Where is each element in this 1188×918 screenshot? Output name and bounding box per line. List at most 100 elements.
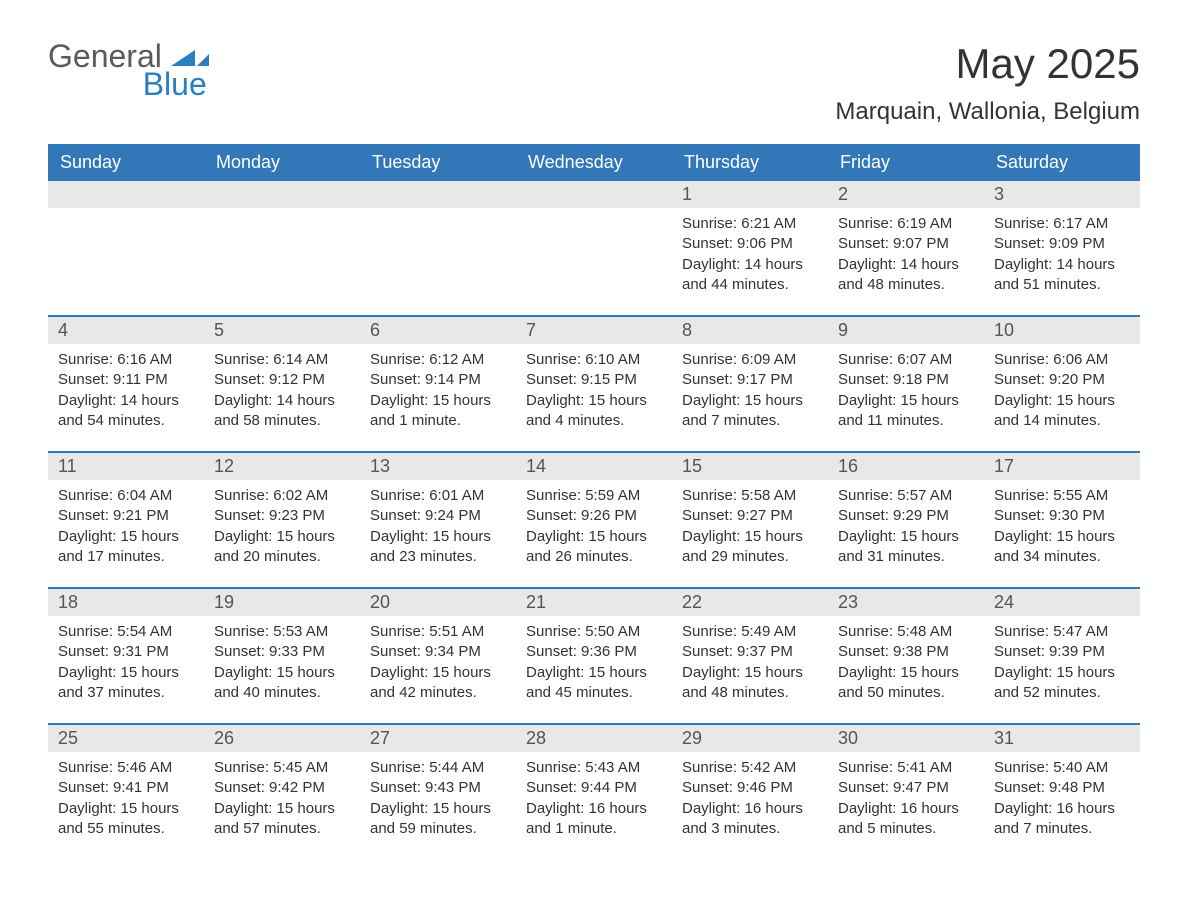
sunset-text: Sunset: 9:15 PM (526, 370, 662, 390)
daylight-text: Daylight: 15 hours and 4 minutes. (526, 391, 662, 432)
day-body: Sunrise: 5:59 AMSunset: 9:26 PMDaylight:… (516, 480, 672, 571)
header: General Blue May 2025 Marquain, Wallonia… (48, 40, 1140, 126)
daylight-text: Daylight: 15 hours and 23 minutes. (370, 527, 506, 568)
sunrise-text: Sunrise: 6:19 AM (838, 214, 974, 234)
sunset-text: Sunset: 9:46 PM (682, 778, 818, 798)
day-number: 21 (516, 589, 672, 616)
page-title: May 2025 (835, 40, 1140, 88)
sunset-text: Sunset: 9:27 PM (682, 506, 818, 526)
sunrise-text: Sunrise: 6:07 AM (838, 350, 974, 370)
day-number: 12 (204, 453, 360, 480)
day-number: 31 (984, 725, 1140, 752)
week-row: 1Sunrise: 6:21 AMSunset: 9:06 PMDaylight… (48, 181, 1140, 301)
day-cell: 11Sunrise: 6:04 AMSunset: 9:21 PMDayligh… (48, 453, 204, 573)
sunrise-text: Sunrise: 5:48 AM (838, 622, 974, 642)
sunset-text: Sunset: 9:34 PM (370, 642, 506, 662)
day-body: Sunrise: 6:14 AMSunset: 9:12 PMDaylight:… (204, 344, 360, 435)
daylight-text: Daylight: 15 hours and 55 minutes. (58, 799, 194, 840)
day-body: Sunrise: 5:46 AMSunset: 9:41 PMDaylight:… (48, 752, 204, 843)
day-cell: 30Sunrise: 5:41 AMSunset: 9:47 PMDayligh… (828, 725, 984, 845)
day-body: Sunrise: 6:09 AMSunset: 9:17 PMDaylight:… (672, 344, 828, 435)
day-number: 26 (204, 725, 360, 752)
day-number: 18 (48, 589, 204, 616)
sunset-text: Sunset: 9:09 PM (994, 234, 1130, 254)
sunset-text: Sunset: 9:18 PM (838, 370, 974, 390)
day-header-thursday: Thursday (672, 144, 828, 181)
day-header-tuesday: Tuesday (360, 144, 516, 181)
day-number: 10 (984, 317, 1140, 344)
daylight-text: Daylight: 15 hours and 20 minutes. (214, 527, 350, 568)
day-body: Sunrise: 5:42 AMSunset: 9:46 PMDaylight:… (672, 752, 828, 843)
sunset-text: Sunset: 9:38 PM (838, 642, 974, 662)
day-header-monday: Monday (204, 144, 360, 181)
day-number (516, 181, 672, 208)
day-cell: 6Sunrise: 6:12 AMSunset: 9:14 PMDaylight… (360, 317, 516, 437)
day-cell: 3Sunrise: 6:17 AMSunset: 9:09 PMDaylight… (984, 181, 1140, 301)
sunrise-text: Sunrise: 6:06 AM (994, 350, 1130, 370)
day-cell: 29Sunrise: 5:42 AMSunset: 9:46 PMDayligh… (672, 725, 828, 845)
sunset-text: Sunset: 9:20 PM (994, 370, 1130, 390)
day-body: Sunrise: 5:49 AMSunset: 9:37 PMDaylight:… (672, 616, 828, 707)
day-number (360, 181, 516, 208)
sunset-text: Sunset: 9:07 PM (838, 234, 974, 254)
day-cell: 4Sunrise: 6:16 AMSunset: 9:11 PMDaylight… (48, 317, 204, 437)
sunrise-text: Sunrise: 5:47 AM (994, 622, 1130, 642)
sunrise-text: Sunrise: 5:50 AM (526, 622, 662, 642)
day-body: Sunrise: 5:43 AMSunset: 9:44 PMDaylight:… (516, 752, 672, 843)
day-number: 19 (204, 589, 360, 616)
sunrise-text: Sunrise: 5:59 AM (526, 486, 662, 506)
day-number: 8 (672, 317, 828, 344)
day-number: 15 (672, 453, 828, 480)
daylight-text: Daylight: 15 hours and 1 minute. (370, 391, 506, 432)
sunset-text: Sunset: 9:36 PM (526, 642, 662, 662)
sunrise-text: Sunrise: 6:02 AM (214, 486, 350, 506)
day-body: Sunrise: 5:58 AMSunset: 9:27 PMDaylight:… (672, 480, 828, 571)
day-header-friday: Friday (828, 144, 984, 181)
title-block: May 2025 Marquain, Wallonia, Belgium (835, 40, 1140, 126)
sunrise-text: Sunrise: 5:43 AM (526, 758, 662, 778)
day-cell: 5Sunrise: 6:14 AMSunset: 9:12 PMDaylight… (204, 317, 360, 437)
day-number: 29 (672, 725, 828, 752)
sunrise-text: Sunrise: 5:44 AM (370, 758, 506, 778)
day-body: Sunrise: 5:55 AMSunset: 9:30 PMDaylight:… (984, 480, 1140, 571)
day-number: 11 (48, 453, 204, 480)
day-cell: 18Sunrise: 5:54 AMSunset: 9:31 PMDayligh… (48, 589, 204, 709)
day-number: 23 (828, 589, 984, 616)
sunrise-text: Sunrise: 6:17 AM (994, 214, 1130, 234)
day-number: 24 (984, 589, 1140, 616)
week-row: 4Sunrise: 6:16 AMSunset: 9:11 PMDaylight… (48, 315, 1140, 437)
daylight-text: Daylight: 15 hours and 29 minutes. (682, 527, 818, 568)
day-cell: 28Sunrise: 5:43 AMSunset: 9:44 PMDayligh… (516, 725, 672, 845)
daylight-text: Daylight: 15 hours and 31 minutes. (838, 527, 974, 568)
sunrise-text: Sunrise: 6:12 AM (370, 350, 506, 370)
sunrise-text: Sunrise: 5:55 AM (994, 486, 1130, 506)
day-number: 22 (672, 589, 828, 616)
day-cell: 8Sunrise: 6:09 AMSunset: 9:17 PMDaylight… (672, 317, 828, 437)
daylight-text: Daylight: 16 hours and 5 minutes. (838, 799, 974, 840)
daylight-text: Daylight: 16 hours and 1 minute. (526, 799, 662, 840)
daylight-text: Daylight: 14 hours and 51 minutes. (994, 255, 1130, 296)
day-number: 5 (204, 317, 360, 344)
day-number: 9 (828, 317, 984, 344)
sunset-text: Sunset: 9:21 PM (58, 506, 194, 526)
day-cell: 20Sunrise: 5:51 AMSunset: 9:34 PMDayligh… (360, 589, 516, 709)
day-cell: 9Sunrise: 6:07 AMSunset: 9:18 PMDaylight… (828, 317, 984, 437)
day-body: Sunrise: 5:50 AMSunset: 9:36 PMDaylight:… (516, 616, 672, 707)
sunset-text: Sunset: 9:24 PM (370, 506, 506, 526)
sunset-text: Sunset: 9:12 PM (214, 370, 350, 390)
day-cell: 19Sunrise: 5:53 AMSunset: 9:33 PMDayligh… (204, 589, 360, 709)
day-cell: 27Sunrise: 5:44 AMSunset: 9:43 PMDayligh… (360, 725, 516, 845)
sunset-text: Sunset: 9:29 PM (838, 506, 974, 526)
day-cell: 14Sunrise: 5:59 AMSunset: 9:26 PMDayligh… (516, 453, 672, 573)
day-number (204, 181, 360, 208)
day-cell: 21Sunrise: 5:50 AMSunset: 9:36 PMDayligh… (516, 589, 672, 709)
day-cell: 23Sunrise: 5:48 AMSunset: 9:38 PMDayligh… (828, 589, 984, 709)
sunrise-text: Sunrise: 5:53 AM (214, 622, 350, 642)
day-body: Sunrise: 6:16 AMSunset: 9:11 PMDaylight:… (48, 344, 204, 435)
daylight-text: Daylight: 15 hours and 45 minutes. (526, 663, 662, 704)
sunset-text: Sunset: 9:06 PM (682, 234, 818, 254)
day-number: 16 (828, 453, 984, 480)
day-cell: 2Sunrise: 6:19 AMSunset: 9:07 PMDaylight… (828, 181, 984, 301)
day-cell: 12Sunrise: 6:02 AMSunset: 9:23 PMDayligh… (204, 453, 360, 573)
daylight-text: Daylight: 15 hours and 57 minutes. (214, 799, 350, 840)
